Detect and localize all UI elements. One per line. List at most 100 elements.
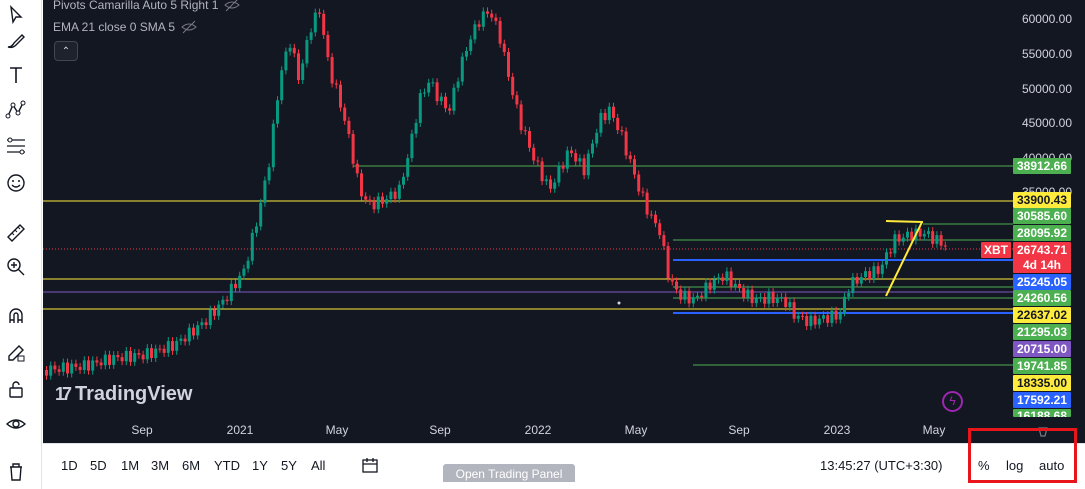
candle-body [385,199,389,204]
price-label: 18335.00 [1013,375,1071,391]
range-ytd-button[interactable]: YTD [214,458,240,473]
open-trading-panel-button[interactable]: Open Trading Panel [443,464,575,482]
range-6m-button[interactable]: 6M [182,458,201,473]
tradingview-logo[interactable]: 17 TradingView [55,383,192,406]
candle-body [780,297,783,299]
ema-legend[interactable]: EMA 21 close 0 SMA 5 [53,19,197,35]
candle-body [889,252,893,254]
percent-scale-button[interactable]: % [978,458,990,473]
lock-drawing-icon[interactable] [3,340,29,366]
candle-body [431,82,435,84]
candle-body [460,56,464,82]
price-label: 20715.00 [1013,341,1071,357]
text-icon[interactable] [3,62,29,88]
candle-body [372,201,376,210]
lock-icon[interactable] [3,376,29,402]
pivots-legend[interactable]: Pivots Camarilla Auto 5 Right 1 [53,0,241,13]
candle-body [721,277,725,281]
cursor-icon[interactable] [3,2,29,28]
candle-body [746,289,750,298]
trend-line[interactable] [885,221,923,297]
ema-legend-label: EMA 21 close 0 SMA 5 [53,20,176,34]
candle-body [561,165,565,169]
brush-icon[interactable] [3,28,29,54]
goto-date-icon[interactable] [361,456,379,474]
symbol-tag: XBT [981,242,1011,258]
candle-body [666,246,670,279]
candle-body [696,295,699,298]
trash-icon[interactable] [3,458,29,484]
zoom-icon[interactable] [3,254,29,280]
candle-body [578,158,582,162]
collapse-legend-button[interactable]: ⌃ [54,41,78,61]
candle-body [284,51,288,71]
candle-body [574,153,578,162]
price-label: 38912.66 [1013,158,1071,174]
candle-body [662,235,666,247]
candle-body [536,160,540,162]
candle-body [523,130,527,132]
clock-timezone[interactable]: 13:45:27 (UTC+3:30) [820,458,943,473]
range-all-button[interactable]: All [311,458,326,473]
candle-body [620,130,624,132]
range-1d-button[interactable]: 1D [61,458,78,473]
pattern-icon[interactable] [3,97,29,123]
time-tick: May [325,423,349,437]
candle-body [565,150,569,169]
time-tick: Sep [131,423,153,437]
emoji-icon[interactable] [3,170,29,196]
candle-body [788,302,792,308]
log-scale-button[interactable]: log [1006,458,1024,473]
candle-body [473,24,477,40]
chart-canvas[interactable] [43,0,1085,443]
candle-body [116,355,120,358]
eye-off-icon[interactable] [224,0,241,13]
eye-icon[interactable] [3,411,29,437]
candle-body [528,131,531,148]
candle-body [843,296,846,313]
price-label: 28095.92 [1013,225,1071,241]
candle-body [511,76,515,96]
range-3m-button[interactable]: 3M [151,458,170,473]
candle-body [683,290,687,300]
candle-body [171,341,174,351]
range-5d-button[interactable]: 5D [90,458,107,473]
price-label: 19741.85 [1013,358,1071,374]
candle-body [792,302,796,319]
range-1m-button[interactable]: 1M [121,458,140,473]
chart-pane[interactable]: Pivots Camarilla Auto 5 Right 1 EMA 21 c… [43,0,1085,443]
candle-body [880,264,884,274]
candle-body [494,17,498,21]
candle-body [691,297,695,304]
magnet-icon[interactable] [3,303,29,329]
eye-off-icon[interactable] [181,19,197,35]
candle-body [280,70,284,101]
candle-body [259,202,263,227]
candle-body [796,315,800,319]
range-1y-button[interactable]: 1Y [252,458,268,473]
candle-body [427,82,431,93]
candle-body [864,271,867,278]
candle-body [204,322,208,326]
candle-body [217,304,221,316]
time-tick: May [624,423,648,437]
price-label: 17592.21 [1013,392,1071,408]
candle-body [754,298,758,304]
range-5y-button[interactable]: 5Y [281,458,297,473]
candle-body [704,282,708,298]
candle-body [91,360,95,371]
flash-icon[interactable]: ϟ [942,391,963,412]
trend-line-top[interactable] [885,220,924,223]
candle-body [763,297,767,304]
candle-body [687,290,691,304]
fib-icon[interactable] [3,133,29,159]
candle-body [339,84,342,108]
candle-body [477,24,481,27]
auto-scale-button[interactable]: auto [1039,458,1065,473]
candle-body [876,266,880,274]
candle-body [271,123,275,168]
ruler-icon[interactable] [3,220,29,246]
time-tick: 2022 [524,423,552,437]
candle-body [700,295,704,298]
